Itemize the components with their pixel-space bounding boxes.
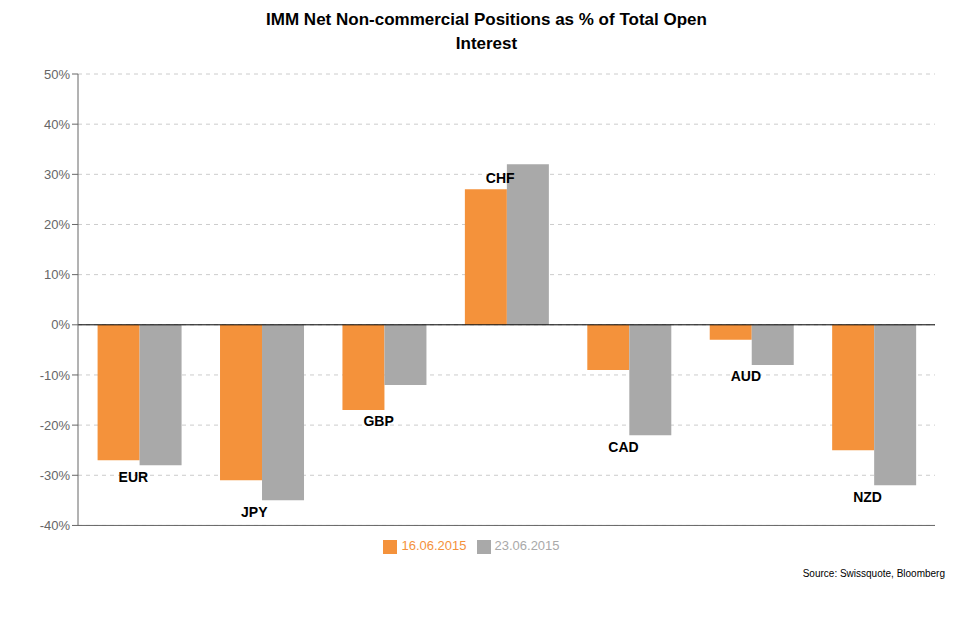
- html-text:IMM Net Non-commercial Positio: IMM Net Non-commercial Positions as % of…: [266, 10, 707, 29]
- svg-text:CAD: CAD: [608, 439, 638, 455]
- html-text:Interest: Interest: [455, 34, 518, 53]
- svg-text:EUR: EUR: [119, 469, 149, 485]
- svg-text:40%: 40%: [44, 117, 70, 132]
- svg-text:-10%: -10%: [40, 368, 71, 383]
- svg-text:-30%: -30%: [40, 468, 71, 483]
- svg-text:JPY: JPY: [241, 504, 268, 520]
- html-text:16.06.2015: 16.06.2015: [401, 538, 467, 554]
- svg-text:AUD: AUD: [731, 368, 761, 384]
- svg-text:NZD: NZD: [853, 489, 882, 505]
- svg-text:-20%: -20%: [40, 418, 71, 433]
- html-text:Source: Swissquote, Bloomberg: Source: Swissquote, Bloomberg: [802, 568, 945, 579]
- svg-text:CHF: CHF: [486, 170, 515, 186]
- svg-text:-40%: -40%: [40, 518, 71, 533]
- svg-text:20%: 20%: [44, 217, 70, 232]
- svg-text:10%: 10%: [44, 267, 70, 282]
- svg-text:30%: 30%: [44, 167, 70, 182]
- html-text:23.06.2015: 23.06.2015: [494, 538, 560, 554]
- svg-text:0%: 0%: [51, 317, 70, 332]
- svg-text:GBP: GBP: [363, 413, 393, 429]
- svg-text:50%: 50%: [44, 67, 70, 82]
